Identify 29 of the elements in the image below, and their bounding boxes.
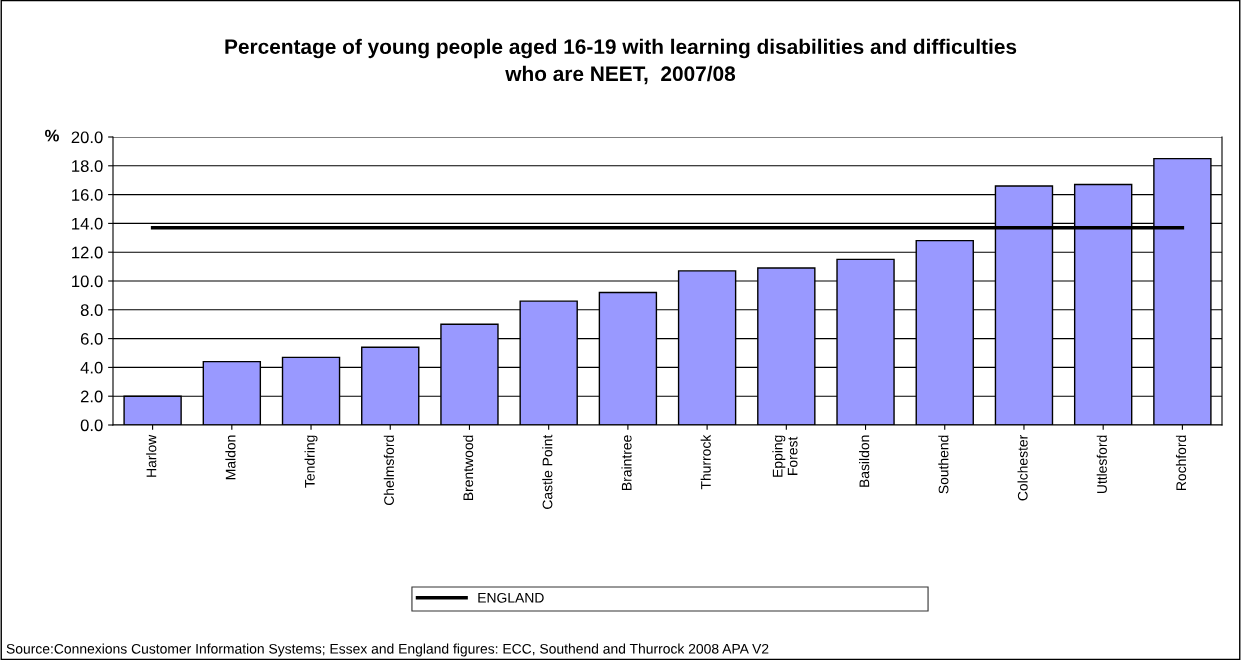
x-tick-label: Chelmsford — [383, 435, 394, 506]
y-tick-label: 10.0 — [72, 275, 103, 288]
y-tick-label: 0.0 — [80, 419, 103, 432]
x-tick-label: Brentwood — [462, 435, 474, 500]
y-tick-label: 18.0 — [72, 160, 103, 172]
y-tick-label: 6.0 — [80, 333, 103, 345]
chart-title: Percentage of young people aged 16-19 with learning disabilities and difficulties who are NEET, 2007/08 — [225, 38, 1017, 85]
x-tick-label: Southend — [938, 435, 949, 494]
y-tick-label: 14.0 — [72, 217, 103, 230]
x-tick-label: Braintree — [621, 435, 632, 490]
x-tick-label: Thurrock — [700, 434, 711, 490]
y-tick-label: 12.0 — [72, 246, 103, 259]
x-tick-label: Basildon — [859, 435, 870, 487]
x-tick-label: Harlow — [146, 434, 157, 477]
y-tick-label: 4.0 — [80, 361, 103, 374]
x-tick-label: Maldon — [225, 435, 236, 480]
y-axis-title: % — [45, 129, 59, 142]
source-note: Source:Connexions Customer Information Systems; Essex and England figures: ECC, Southend and Thurrock 2008 APA V2 — [6, 643, 769, 657]
y-tick-label: 2.0 — [80, 390, 103, 403]
y-tick-label: 20.0 — [71, 131, 103, 144]
x-tick-label: Rochford — [1175, 435, 1187, 490]
x-tick-label: Colchester — [1017, 434, 1028, 501]
x-tick-label: Tendring — [304, 435, 318, 488]
x-tick-label: Castle Point — [542, 434, 553, 509]
y-tick-label: 8.0 — [80, 304, 103, 316]
legend-label: ENGLAND — [478, 592, 544, 603]
x-tick-label: Epping Forest — [772, 435, 798, 477]
x-tick-label: Uttlesford — [1096, 435, 1107, 494]
y-tick-label: 16.0 — [72, 189, 103, 201]
